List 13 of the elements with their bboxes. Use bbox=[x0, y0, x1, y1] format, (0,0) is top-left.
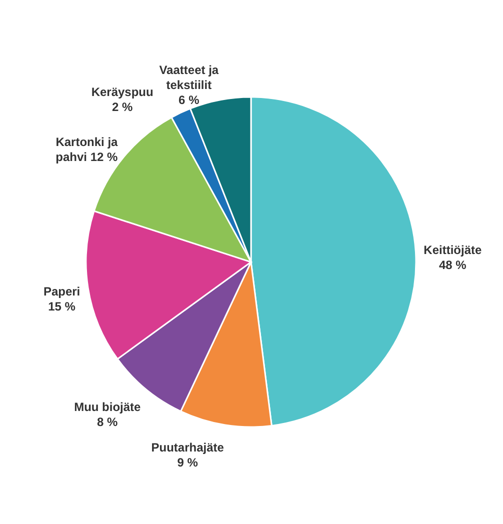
data-label: 6 % bbox=[178, 92, 200, 107]
data-label: 15 % bbox=[48, 299, 76, 314]
slice-label: Vaatteet ja tekstiilit bbox=[159, 62, 219, 92]
data-label: 48 % bbox=[438, 258, 467, 272]
slice-label: Kartonki ja pahvi 12 % bbox=[56, 135, 118, 164]
slice-label: Puutarhajäte bbox=[151, 440, 224, 455]
slice-label: Muu biojäte bbox=[74, 400, 142, 414]
slice-label: Keräyspuu bbox=[91, 84, 154, 99]
data-label: 8 % bbox=[97, 414, 118, 429]
slice-label: Paperi bbox=[43, 284, 80, 298]
data-label: 2 % bbox=[112, 100, 133, 114]
data-label: 9 % bbox=[177, 456, 198, 470]
slice-label: Keittiöjäte bbox=[424, 243, 482, 258]
